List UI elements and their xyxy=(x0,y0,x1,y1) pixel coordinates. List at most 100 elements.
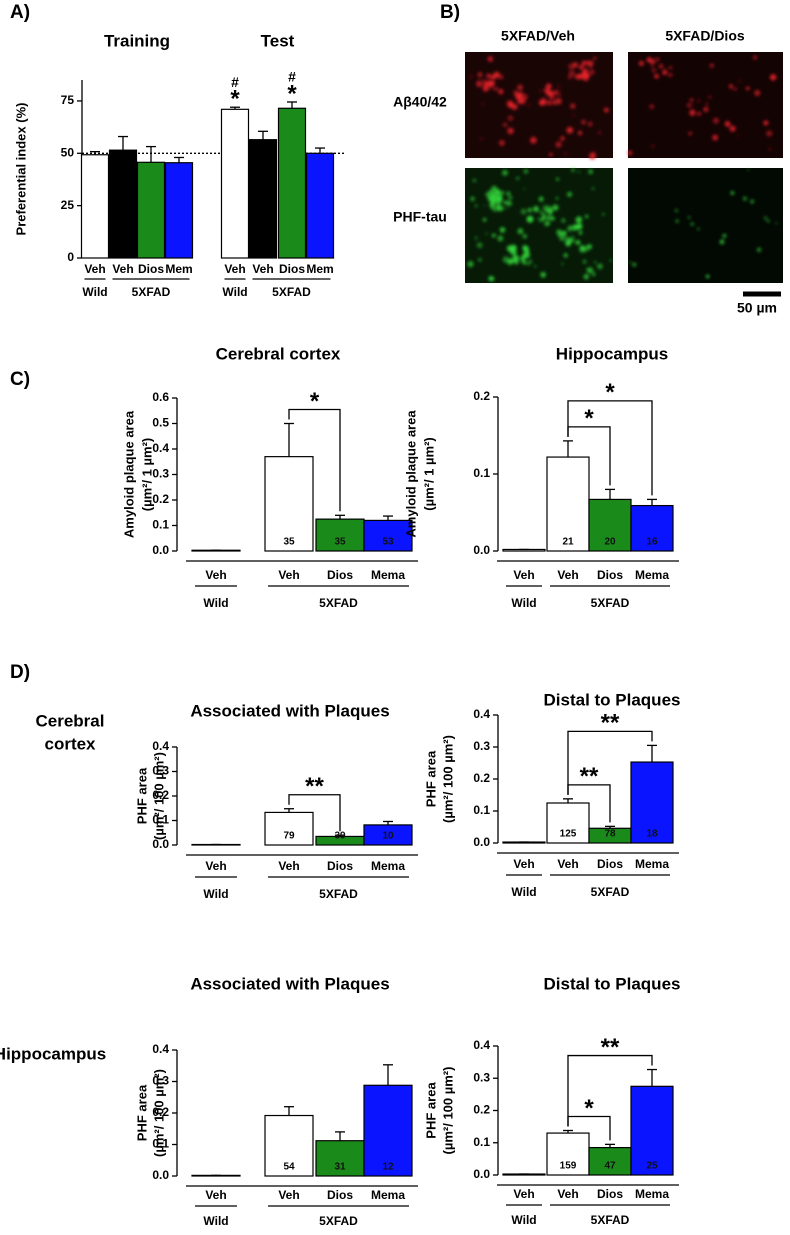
y-tick-label: 0.1 xyxy=(473,466,490,480)
panel-label: A) xyxy=(10,2,30,23)
x-tick-label: Veh xyxy=(252,262,273,276)
significance-bracket xyxy=(567,400,653,496)
speck xyxy=(507,202,510,206)
speck xyxy=(766,130,773,137)
chart-title: Associated with Plaques xyxy=(190,974,389,993)
y-tick-label: 0.3 xyxy=(152,467,169,481)
x-tick-label: Veh xyxy=(513,857,534,871)
x-tick-label: Mema xyxy=(371,568,405,582)
speck xyxy=(503,122,507,127)
speck xyxy=(555,97,562,105)
speck xyxy=(543,88,547,92)
y-tick-label: 0.0 xyxy=(473,543,490,557)
x-tick-label: Mema xyxy=(635,568,669,582)
y-tick-label: 0.2 xyxy=(473,389,490,403)
chart-title: Cerebral cortex xyxy=(216,344,341,363)
bar xyxy=(191,843,241,846)
group-label: Wild xyxy=(203,596,228,610)
speck xyxy=(523,252,531,259)
bar xyxy=(80,154,110,259)
speck xyxy=(775,222,778,224)
x-tick-label: Veh xyxy=(513,568,534,582)
speck xyxy=(586,244,593,250)
speck xyxy=(692,104,695,107)
x-tick-label: Mema xyxy=(371,1188,405,1202)
significance-label: ** xyxy=(601,1034,620,1061)
speck xyxy=(729,87,732,90)
bar xyxy=(363,1084,413,1177)
speck xyxy=(526,215,534,223)
x-tick-label: Dios xyxy=(327,1188,353,1202)
significance-mark: # xyxy=(288,69,296,85)
speck xyxy=(738,79,741,83)
y-axis-label: PHF area xyxy=(134,1084,149,1141)
image-column-label: 5XFAD/Dios xyxy=(665,28,745,44)
bar-count-label: 159 xyxy=(560,1161,577,1172)
speck xyxy=(519,97,526,105)
speck xyxy=(594,261,597,264)
y-tick-label: 0.1 xyxy=(152,1137,169,1151)
speck xyxy=(539,90,542,93)
group-label: 5XFAD xyxy=(132,285,171,299)
x-tick-label: Dios xyxy=(279,262,305,276)
significance-bracket xyxy=(288,794,341,832)
speck xyxy=(705,102,709,106)
speck xyxy=(587,267,594,274)
x-tick-label: Veh xyxy=(205,1188,226,1202)
speck xyxy=(585,60,590,65)
bar xyxy=(164,162,194,259)
speck xyxy=(729,125,736,132)
y-tick-label: 0.2 xyxy=(152,1105,169,1119)
row-label: Cerebral xyxy=(36,711,105,730)
panel-label: D) xyxy=(10,662,30,683)
speck xyxy=(497,200,500,203)
speck xyxy=(649,104,655,109)
y-tick-label: 0.2 xyxy=(152,788,169,802)
speck xyxy=(570,167,576,173)
significance-label: * xyxy=(584,1095,594,1122)
y-axis-label: PHF area xyxy=(134,767,149,824)
bar-count-label: 79 xyxy=(283,831,295,842)
group-label: Wild xyxy=(203,887,228,901)
speck xyxy=(750,199,754,204)
x-tick-label: Veh xyxy=(513,1187,534,1201)
speck xyxy=(591,187,595,191)
speck xyxy=(469,75,473,78)
speck xyxy=(651,145,655,148)
y-axis-label: (µm²/ 1 µm²) xyxy=(421,437,436,510)
group-label: 5XFAD xyxy=(591,596,630,610)
speck xyxy=(467,261,474,268)
x-tick-label: Veh xyxy=(557,857,578,871)
speck xyxy=(651,67,657,73)
speck xyxy=(567,225,573,231)
group-label: Wild xyxy=(511,885,536,899)
speck xyxy=(689,98,694,102)
speck xyxy=(756,247,762,252)
speck xyxy=(515,255,519,259)
bar-count-label: 125 xyxy=(560,829,577,840)
speck xyxy=(669,66,673,70)
y-tick-label: 0 xyxy=(67,250,74,264)
micrograph xyxy=(465,52,613,158)
speck xyxy=(627,150,633,156)
speck xyxy=(498,89,504,95)
speck xyxy=(517,84,524,91)
x-tick-label: Veh xyxy=(278,1188,299,1202)
x-tick-label: Veh xyxy=(84,262,105,276)
speck xyxy=(604,107,609,113)
y-axis-label: (µm²/ 100 µm²) xyxy=(151,1069,166,1157)
bar xyxy=(264,1114,314,1177)
speck xyxy=(697,111,702,116)
y-axis-label: (µm²/ 100 µm²) xyxy=(151,752,166,840)
significance-label: ** xyxy=(601,710,620,737)
speck xyxy=(571,235,574,238)
speck xyxy=(602,213,605,216)
significance-bracket xyxy=(567,730,653,795)
x-tick-label: Veh xyxy=(112,262,133,276)
speck xyxy=(708,95,712,99)
speck xyxy=(592,151,596,155)
speck xyxy=(578,131,582,135)
micrograph xyxy=(465,168,613,283)
speck xyxy=(527,208,532,213)
significance-label: * xyxy=(584,405,594,432)
